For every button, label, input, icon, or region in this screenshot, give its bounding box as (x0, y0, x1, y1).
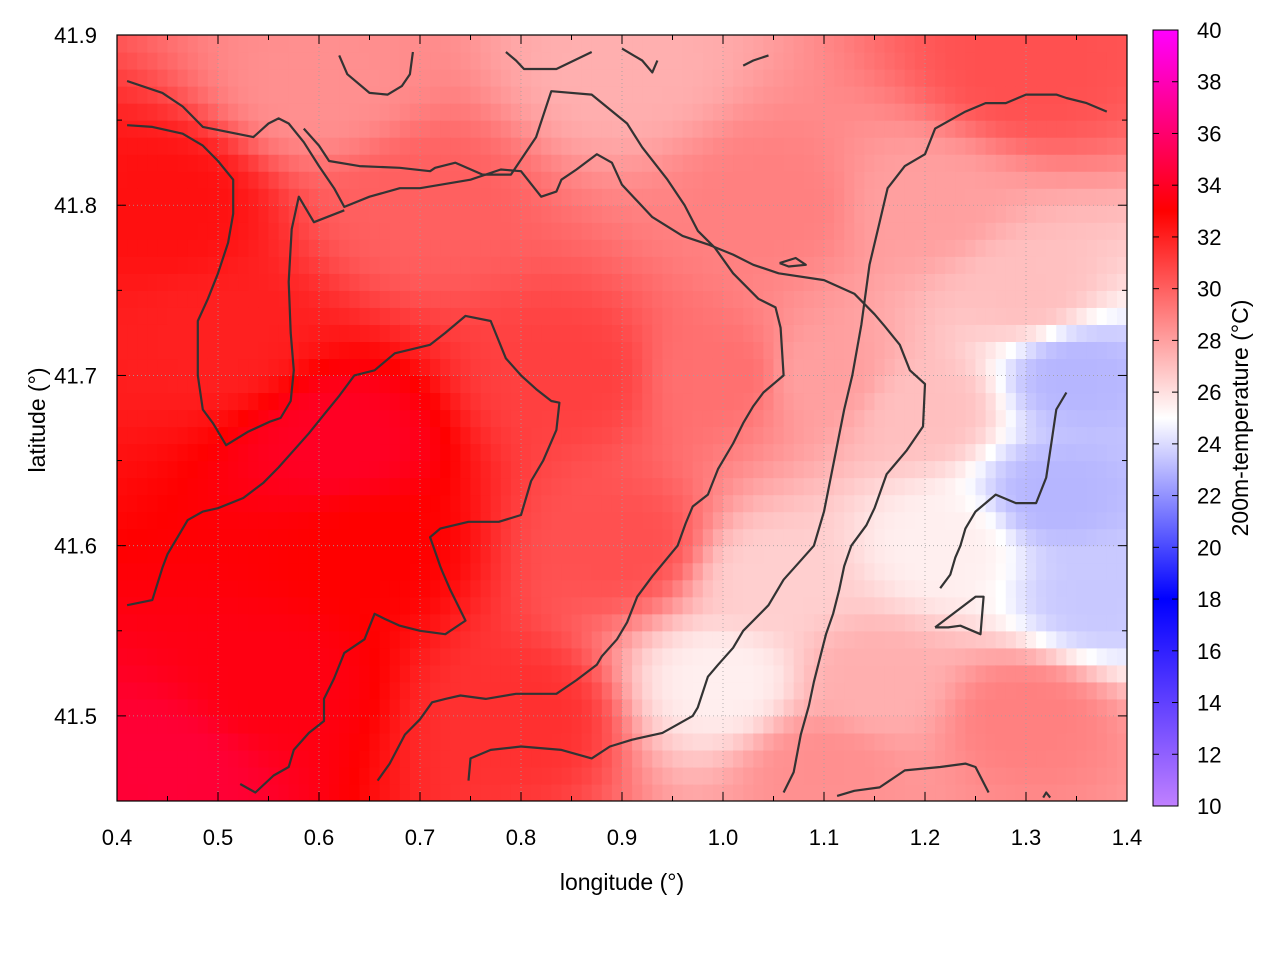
contour-line (934, 595, 985, 636)
colorbar-ticks: 10 12 14 16 18 20 22 24 26 28 30 32 34 36 38 40 (1153, 18, 1221, 819)
x-tick-label: 1.2 (910, 825, 941, 850)
contour-line (126, 314, 561, 794)
colorbar-tick-label: 18 (1197, 587, 1221, 612)
x-tick-label: 1.0 (708, 825, 739, 850)
contour-line (127, 124, 345, 447)
contour-line (939, 391, 1068, 589)
colorbar-tick-label: 20 (1197, 535, 1221, 560)
colorbar-tick-label: 36 (1197, 121, 1221, 146)
y-tick-label: 41.6 (54, 534, 97, 559)
x-tick-label: 0.7 (405, 825, 436, 850)
y-tick-label: 41.8 (54, 193, 97, 218)
contour-lines (126, 47, 1108, 799)
contour-line (621, 47, 659, 74)
colorbar-tick-label: 16 (1197, 639, 1221, 664)
y-tick-label: 41.5 (54, 704, 97, 729)
contour-line (338, 51, 414, 96)
colorbar-tick-label: 10 (1197, 794, 1221, 819)
colorbar-tick-label: 26 (1197, 380, 1221, 405)
contour-line (1042, 791, 1052, 799)
x-tick-label: 0.5 (203, 825, 234, 850)
colorbar-tick-label: 32 (1197, 225, 1221, 250)
colorbar-title: 200m-temperature (°C) (1227, 300, 1253, 537)
x-tick-label: 0.8 (506, 825, 537, 850)
contour-line (126, 79, 927, 793)
colorbar-tick-label: 28 (1197, 328, 1221, 353)
colorbar-tick-label: 38 (1197, 70, 1221, 95)
x-axis-title: longitude (°) (560, 869, 684, 895)
x-tick-label: 0.6 (304, 825, 335, 850)
colorbar-tick-label: 14 (1197, 691, 1221, 716)
y-tick-label: 41.9 (54, 23, 97, 48)
x-tick-label: 0.4 (102, 825, 133, 850)
y-axis-ticks: 41.5 41.6 41.7 41.8 41.9 (54, 23, 1127, 729)
contour-line (505, 51, 593, 71)
x-tick-label: 1.1 (809, 825, 840, 850)
colorbar-tick-label: 30 (1197, 277, 1221, 302)
colorbar-tick-label: 34 (1197, 173, 1221, 198)
x-tick-label: 1.4 (1112, 825, 1143, 850)
colorbar (1152, 29, 1179, 807)
contour-line (467, 93, 1108, 781)
y-tick-label: 41.7 (54, 363, 97, 388)
contour-line (742, 54, 769, 67)
contour-line (302, 90, 785, 782)
temperature-field (117, 35, 1127, 801)
colorbar-tick-label: 24 (1197, 432, 1221, 457)
colorbar-tick-label: 40 (1197, 18, 1221, 43)
contour-line (836, 762, 990, 797)
grid-lines (117, 35, 1127, 801)
contour-line (779, 256, 807, 268)
x-tick-label: 1.3 (1011, 825, 1042, 850)
x-axis-ticks: 0.4 0.5 0.6 0.7 0.8 0.9 1.0 1.1 1.2 1.3 1.4 (102, 35, 1143, 850)
x-tick-label: 0.9 (607, 825, 638, 850)
colorbar-tick-label: 22 (1197, 484, 1221, 509)
colorbar-tick-label: 12 (1197, 742, 1221, 767)
y-axis-title: latitude (°) (24, 367, 50, 472)
